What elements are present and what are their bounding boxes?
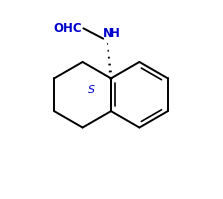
Text: S: S [88,85,95,96]
Text: N: N [103,26,113,40]
Text: H: H [110,26,120,40]
Text: OHC: OHC [53,22,82,35]
